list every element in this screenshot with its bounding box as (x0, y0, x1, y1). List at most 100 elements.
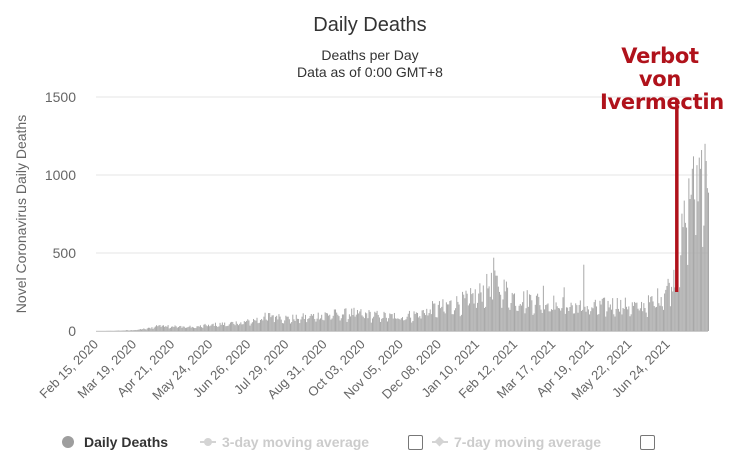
bar (556, 306, 558, 331)
bar (156, 325, 158, 331)
bar (474, 289, 476, 331)
bar (268, 313, 270, 331)
bar (381, 318, 383, 331)
checkbox-3-day-average[interactable] (408, 435, 423, 450)
bar (339, 320, 341, 331)
bar (643, 303, 645, 331)
bar (578, 304, 580, 331)
bar (599, 300, 601, 331)
bar (264, 312, 266, 331)
bar (494, 270, 496, 331)
bar (626, 306, 628, 331)
bar (227, 325, 229, 331)
bar (595, 306, 597, 331)
bar (288, 319, 290, 331)
y-tick-label: 1500 (45, 89, 76, 105)
bar (218, 326, 220, 331)
bar (358, 313, 360, 331)
bar (654, 307, 656, 331)
legend-item-7-day-average[interactable]: 7-day moving average (432, 432, 601, 452)
bar (317, 312, 319, 331)
grid-lines (96, 96, 708, 332)
legend-label-7-day-average: 7-day moving average (454, 434, 602, 450)
bar (235, 321, 237, 331)
bar (669, 306, 671, 331)
bar (425, 315, 427, 331)
legend-label-daily-deaths: Daily Deaths (84, 434, 169, 450)
bar (280, 319, 282, 331)
bar (623, 308, 625, 331)
bar (361, 315, 363, 331)
bar (404, 320, 406, 331)
checkbox-7-day-average[interactable] (640, 435, 655, 450)
bar (423, 313, 425, 331)
bar (389, 313, 391, 331)
bar (695, 235, 697, 331)
bar (150, 328, 152, 331)
bar (316, 318, 318, 331)
bar (152, 328, 154, 331)
bar (129, 330, 131, 331)
bar (583, 264, 585, 331)
bar (561, 308, 563, 331)
y-axis-title: Novel Coronavirus Daily Deaths (13, 115, 29, 313)
bar (696, 165, 698, 331)
bar (191, 326, 193, 331)
bar (443, 311, 445, 331)
bar (333, 309, 335, 331)
bar (347, 319, 349, 331)
bar (405, 319, 407, 331)
bar (162, 325, 164, 331)
bar (422, 310, 424, 331)
bar (410, 317, 412, 331)
bar (249, 325, 251, 331)
chart-title: Daily Deaths (313, 14, 427, 36)
bar (184, 327, 186, 331)
bar (420, 318, 422, 331)
bar (298, 318, 300, 331)
bar (591, 307, 593, 331)
bar (541, 312, 543, 331)
bar (630, 314, 632, 331)
bar (141, 329, 143, 331)
bar (649, 302, 651, 331)
chart-subtitle-line-2: Data as of 0:00 GMT+8 (297, 64, 443, 80)
bar (429, 309, 431, 331)
bar (440, 308, 442, 331)
bar (265, 319, 267, 331)
bar (487, 288, 489, 331)
bar (219, 322, 221, 331)
bar (142, 329, 144, 331)
bar-series-daily-deaths (106, 143, 709, 331)
bar (337, 314, 339, 331)
legend-item-3-day-average[interactable]: 3-day moving average (200, 432, 369, 452)
bar (537, 293, 539, 331)
bar (377, 314, 379, 331)
bar (650, 296, 652, 331)
bar (418, 317, 420, 331)
bar (458, 304, 460, 331)
bar (257, 323, 259, 331)
bar (177, 327, 179, 331)
bar (499, 291, 500, 331)
bar (239, 323, 241, 331)
bar (632, 305, 634, 331)
bar (408, 310, 410, 331)
bar (586, 306, 588, 331)
bar (463, 294, 465, 331)
bar (547, 303, 549, 331)
bar (303, 319, 305, 331)
bar (644, 308, 646, 331)
bar (369, 311, 371, 331)
bar (220, 324, 222, 331)
legend-item-daily-deaths[interactable]: Daily Deaths (62, 432, 168, 452)
bar (236, 323, 238, 331)
bar (574, 313, 576, 331)
bar (359, 311, 361, 331)
bar (675, 271, 677, 331)
bar (555, 302, 557, 331)
bar (527, 306, 529, 331)
bar (400, 318, 402, 331)
bar (572, 313, 574, 331)
